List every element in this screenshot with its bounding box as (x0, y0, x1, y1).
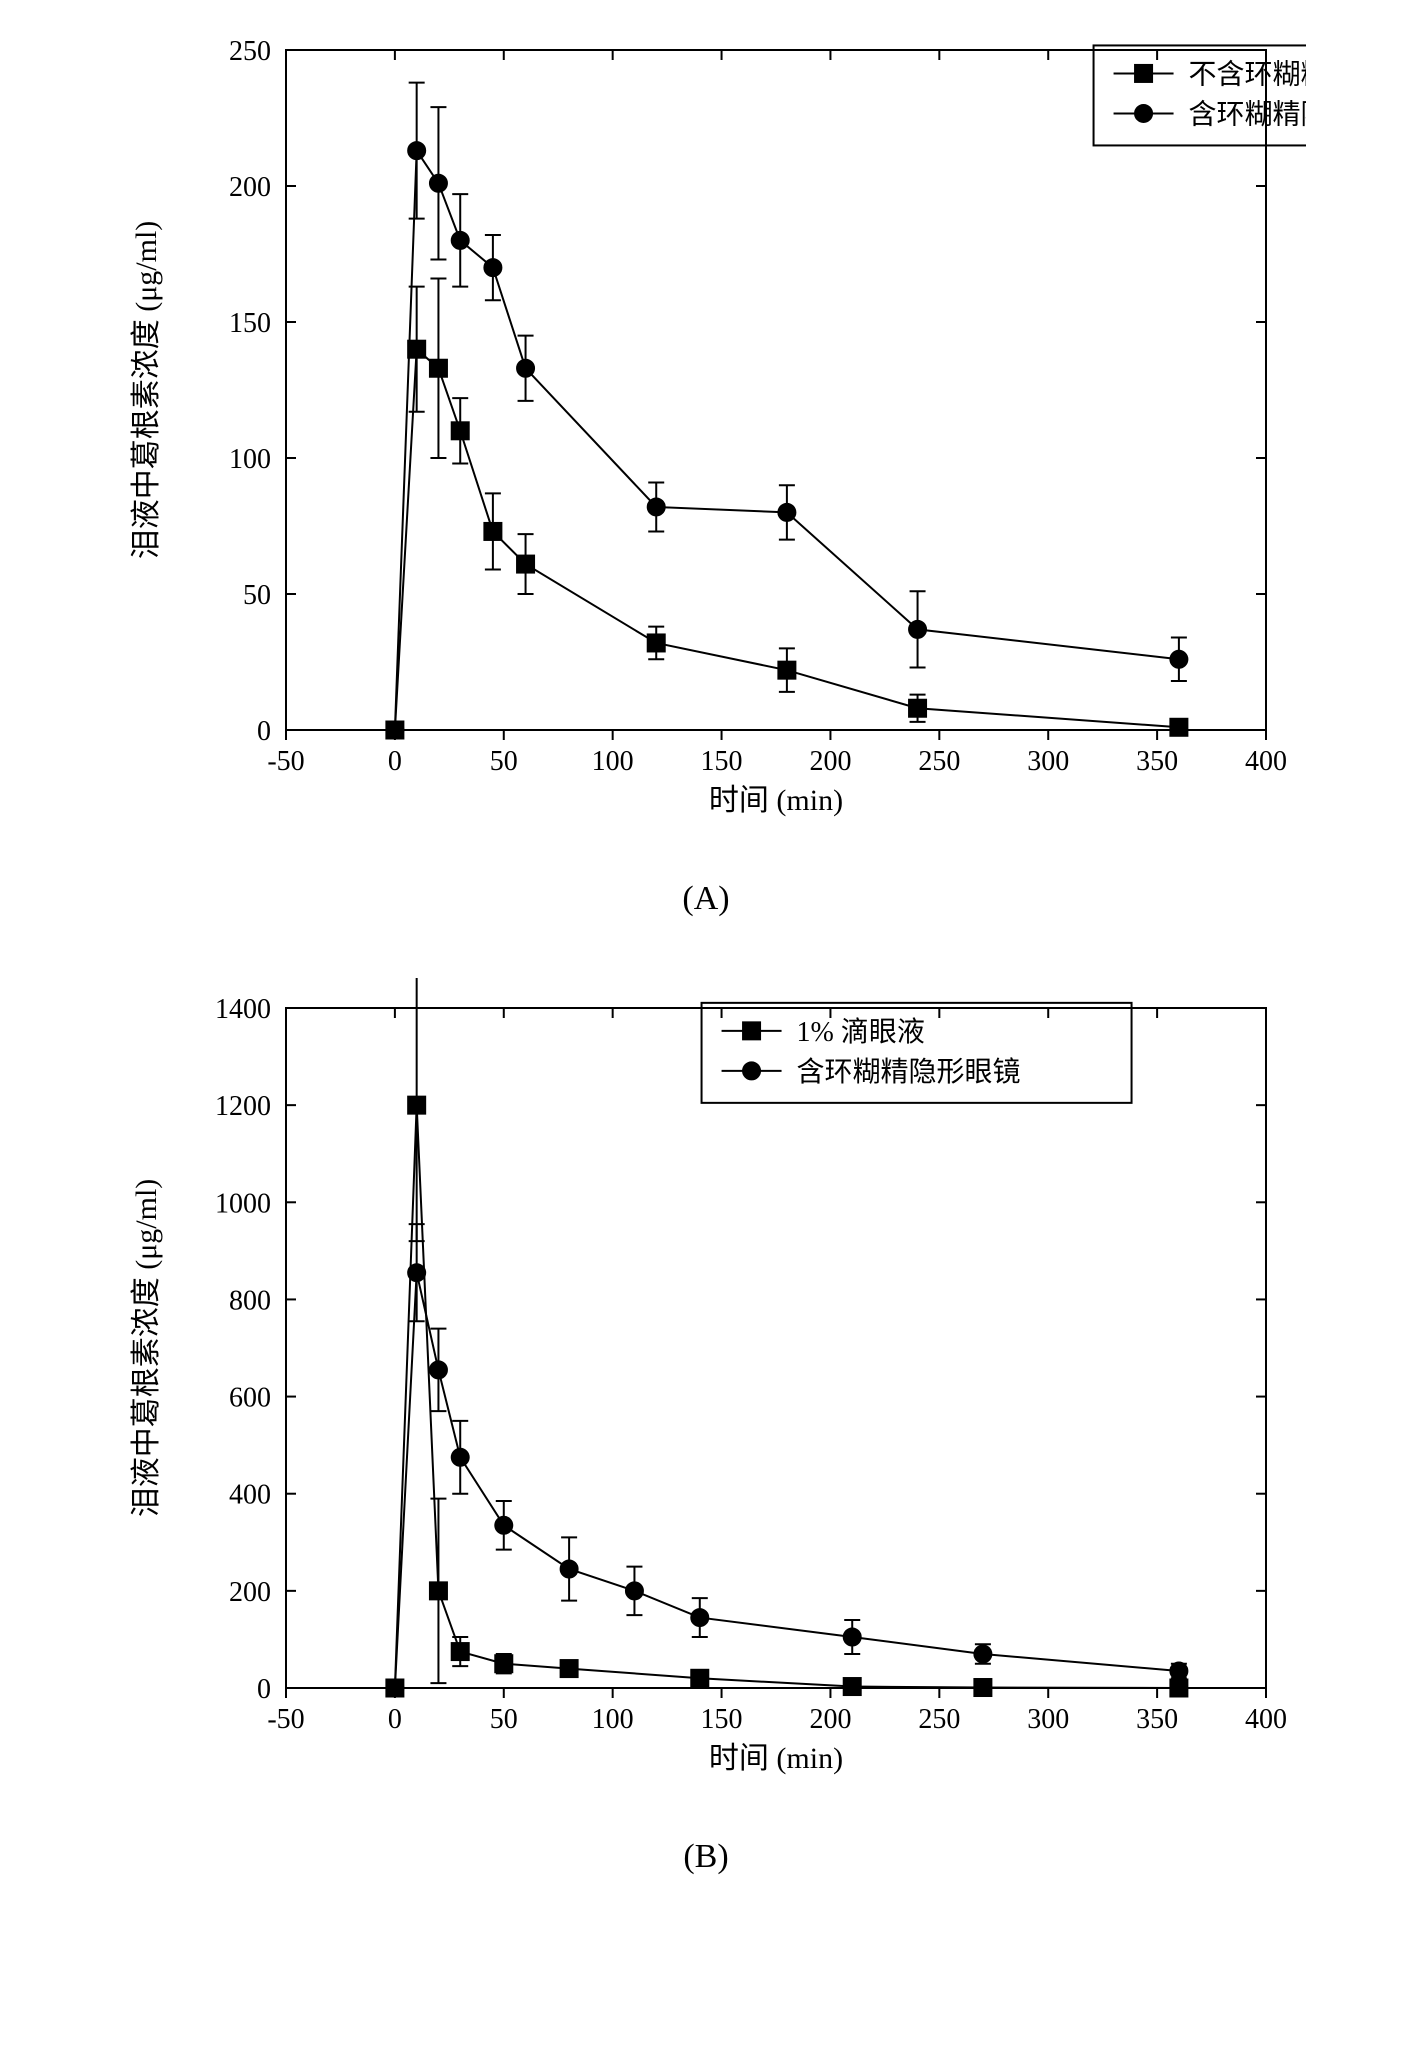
figure-container: -500501001502002503003504000501001502002… (20, 20, 1392, 1936)
square-marker-icon (429, 359, 447, 377)
x-tick-label: 50 (490, 1704, 518, 1735)
x-tick-label: -50 (267, 746, 304, 777)
x-tick-label: 350 (1136, 1704, 1178, 1735)
circle-marker-icon (408, 1264, 426, 1282)
y-tick-label: 600 (229, 1383, 271, 1414)
legend-circle-marker-icon (743, 1062, 761, 1080)
square-marker-icon (647, 634, 665, 652)
x-tick-label: 100 (592, 746, 634, 777)
circle-marker-icon (560, 1560, 578, 1578)
y-tick-label: 0 (257, 1674, 271, 1705)
x-tick-label: 100 (592, 1704, 634, 1735)
circle-marker-icon (451, 231, 469, 249)
y-axis-label: 泪液中葛根素浓度 (μg/ml) (130, 221, 163, 560)
y-tick-label: 200 (229, 1577, 271, 1608)
x-tick-label: 0 (388, 746, 402, 777)
y-tick-label: 200 (229, 172, 271, 203)
square-marker-icon (408, 1096, 426, 1114)
y-tick-label: 0 (257, 716, 271, 747)
circle-marker-icon (517, 359, 535, 377)
y-axis-label: 泪液中葛根素浓度 (μg/ml) (130, 1179, 163, 1518)
x-tick-label: 300 (1027, 1704, 1069, 1735)
y-tick-label: 1200 (215, 1091, 271, 1122)
series-line-eye-drops-1pct (395, 1105, 1179, 1688)
legend-square-marker-icon (1135, 64, 1153, 82)
circle-marker-icon (408, 142, 426, 160)
square-marker-icon (1170, 718, 1188, 736)
circle-marker-icon (386, 721, 404, 739)
y-tick-label: 100 (229, 444, 271, 475)
chart-b-wrap: -500501001502002503003504000200400600800… (106, 978, 1306, 1798)
x-tick-label: 350 (1136, 746, 1178, 777)
circle-marker-icon (429, 1361, 447, 1379)
square-marker-icon (909, 699, 927, 717)
series-line-cyclodextrin-lens (395, 1273, 1179, 1688)
circle-marker-icon (1170, 650, 1188, 668)
legend-circle-marker-icon (1135, 104, 1153, 122)
series-line-cyclodextrin-lens (395, 151, 1179, 730)
circle-marker-icon (495, 1516, 513, 1534)
circle-marker-icon (625, 1582, 643, 1600)
square-marker-icon (974, 1679, 992, 1697)
circle-marker-icon (1170, 1662, 1188, 1680)
y-tick-label: 800 (229, 1285, 271, 1316)
x-tick-label: 300 (1027, 746, 1069, 777)
square-marker-icon (429, 1582, 447, 1600)
y-tick-label: 150 (229, 308, 271, 339)
circle-marker-icon (429, 174, 447, 192)
y-tick-label: 50 (243, 580, 271, 611)
subplot-label-b: (B) (683, 1838, 728, 1876)
y-tick-label: 400 (229, 1480, 271, 1511)
x-tick-label: 50 (490, 746, 518, 777)
circle-marker-icon (691, 1609, 709, 1627)
square-marker-icon (495, 1655, 513, 1673)
y-tick-label: 250 (229, 36, 271, 67)
square-marker-icon (560, 1660, 578, 1678)
y-tick-label: 1400 (215, 994, 271, 1025)
x-tick-label: 0 (388, 1704, 402, 1735)
y-tick-label: 1000 (215, 1188, 271, 1219)
circle-marker-icon (778, 503, 796, 521)
x-tick-label: -50 (267, 1704, 304, 1735)
chart-a-svg: -500501001502002503003504000501001502002… (106, 20, 1306, 840)
x-tick-label: 150 (701, 746, 743, 777)
square-marker-icon (517, 555, 535, 573)
square-marker-icon (691, 1669, 709, 1687)
legend-label: 不含环糊精隐形眼镜 (1189, 58, 1306, 90)
legend-square-marker-icon (743, 1022, 761, 1040)
square-marker-icon (843, 1678, 861, 1696)
x-tick-label: 250 (918, 1704, 960, 1735)
square-marker-icon (484, 522, 502, 540)
x-tick-label: 400 (1245, 746, 1287, 777)
circle-marker-icon (974, 1645, 992, 1663)
x-tick-label: 150 (701, 1704, 743, 1735)
legend-label: 含环糊精隐形眼镜 (1189, 98, 1306, 130)
chart-a-wrap: -500501001502002503003504000501001502002… (106, 20, 1306, 840)
x-tick-label: 250 (918, 746, 960, 777)
circle-marker-icon (484, 259, 502, 277)
circle-marker-icon (451, 1448, 469, 1466)
square-marker-icon (451, 422, 469, 440)
subplot-label-a: (A) (682, 880, 729, 918)
square-marker-icon (778, 661, 796, 679)
chart-b-svg: -500501001502002503003504000200400600800… (106, 978, 1306, 1798)
square-marker-icon (451, 1643, 469, 1661)
x-axis-label: 时间 (min) (709, 784, 843, 817)
x-tick-label: 400 (1245, 1704, 1287, 1735)
legend-label: 1% 滴眼液 (797, 1016, 925, 1048)
circle-marker-icon (843, 1628, 861, 1646)
circle-marker-icon (909, 620, 927, 638)
x-tick-label: 200 (809, 746, 851, 777)
circle-marker-icon (386, 1679, 404, 1697)
legend-label: 含环糊精隐形眼镜 (797, 1056, 1021, 1088)
plot-frame (286, 50, 1266, 730)
circle-marker-icon (647, 498, 665, 516)
x-axis-label: 时间 (min) (709, 1742, 843, 1775)
x-tick-label: 200 (809, 1704, 851, 1735)
square-marker-icon (1170, 1679, 1188, 1697)
